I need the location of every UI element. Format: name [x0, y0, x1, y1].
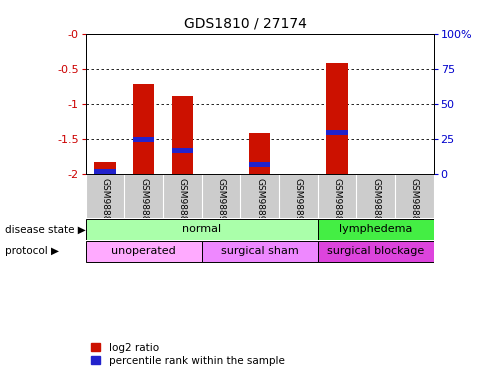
- Text: GSM98885: GSM98885: [139, 178, 148, 227]
- Bar: [172, 148, 193, 153]
- Text: protocol ▶: protocol ▶: [5, 246, 59, 256]
- Text: GSM98891: GSM98891: [255, 178, 264, 227]
- Text: GSM98890: GSM98890: [217, 178, 225, 227]
- Text: normal: normal: [182, 224, 221, 234]
- Bar: [249, 162, 270, 167]
- Text: surgical sham: surgical sham: [221, 246, 298, 256]
- Text: GDS1810 / 27174: GDS1810 / 27174: [184, 17, 306, 31]
- Bar: [202, 241, 318, 262]
- Bar: [318, 241, 434, 262]
- Bar: [318, 219, 434, 240]
- Text: GSM98886: GSM98886: [178, 178, 187, 227]
- Text: disease state ▶: disease state ▶: [5, 224, 86, 234]
- Text: GSM98889: GSM98889: [410, 178, 419, 227]
- Bar: [133, 136, 154, 141]
- Bar: [133, 84, 154, 174]
- Bar: [249, 134, 270, 174]
- Bar: [95, 169, 116, 174]
- Text: unoperated: unoperated: [111, 246, 176, 256]
- Text: lymphedema: lymphedema: [339, 224, 413, 234]
- Bar: [172, 96, 193, 174]
- Text: surgical blockage: surgical blockage: [327, 246, 424, 256]
- Bar: [95, 162, 116, 174]
- Bar: [326, 130, 347, 135]
- Bar: [86, 241, 202, 262]
- Text: GSM98892: GSM98892: [294, 178, 303, 227]
- Text: GSM98887: GSM98887: [333, 178, 342, 227]
- Bar: [326, 63, 347, 174]
- Text: GSM98888: GSM98888: [371, 178, 380, 227]
- Bar: [86, 219, 318, 240]
- Legend: log2 ratio, percentile rank within the sample: log2 ratio, percentile rank within the s…: [91, 343, 285, 366]
- Text: GSM98884: GSM98884: [100, 178, 110, 227]
